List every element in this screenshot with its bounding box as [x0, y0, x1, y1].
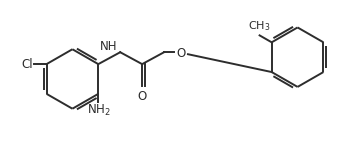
Text: O: O [138, 90, 147, 103]
Text: NH$_2$: NH$_2$ [87, 103, 111, 118]
Text: NH: NH [99, 40, 117, 53]
Text: Cl: Cl [21, 58, 33, 71]
Text: CH$_3$: CH$_3$ [248, 20, 271, 33]
Text: O: O [176, 47, 185, 60]
